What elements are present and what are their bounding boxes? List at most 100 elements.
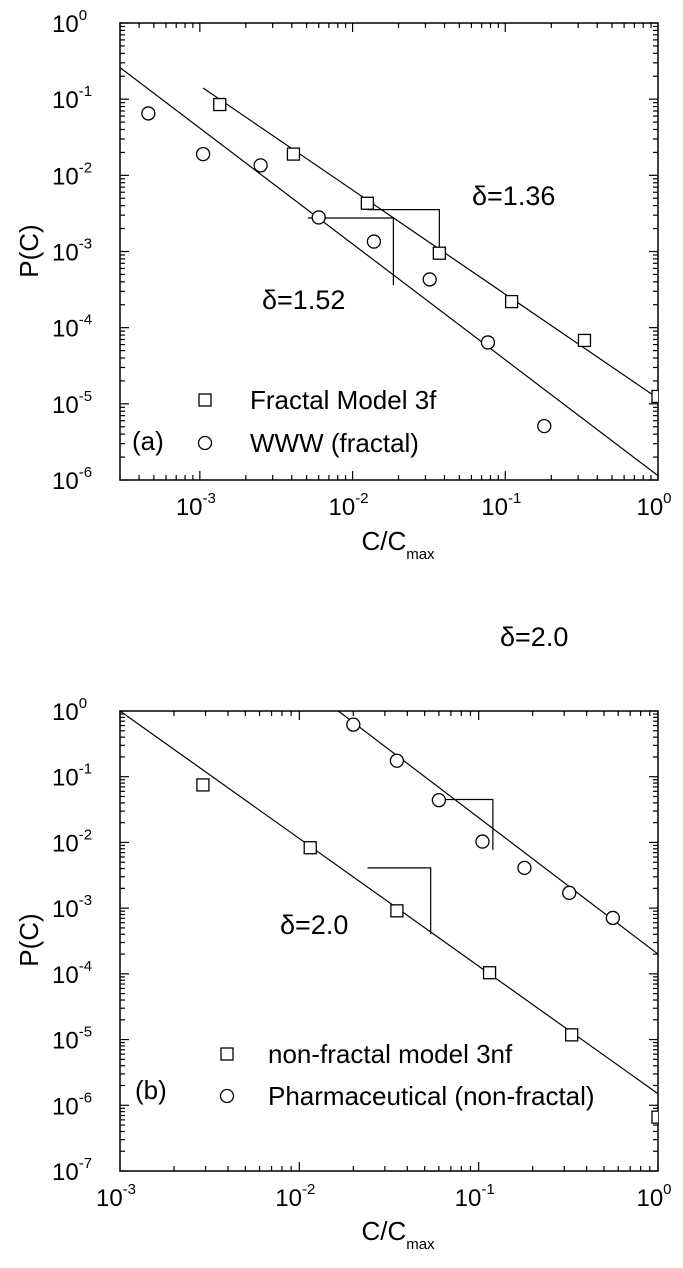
data-point-square [303,841,317,855]
x-axis-title: C/Cmax [361,1216,435,1253]
tick-marks [119,710,659,1172]
x-tick-base: 10 [329,494,356,521]
y-tick-label: 100 [52,7,87,38]
y-tick-label: 10-2 [52,159,92,190]
data-point-circle [475,834,490,849]
y-tick-exponent: -6 [79,1089,92,1106]
fit-line-1 [202,87,658,399]
legend-label: WWW (fractal) [250,428,419,458]
y-tick-exponent: -2 [79,159,92,176]
fit-line-2 [337,711,658,955]
y-tick-exponent: 0 [79,7,87,24]
x-tick-label: 10-1 [455,1181,495,1212]
y-tick-base: 10 [52,962,79,989]
series-1 [213,97,658,404]
data-point-square [504,294,519,309]
data-point-circle [141,106,156,121]
plot-area [120,711,658,1124]
legend-label: Pharmaceutical (non-fractal) [268,1081,595,1111]
data-point-circle [253,158,268,173]
x-axis-title-main: C/C [361,1216,406,1246]
y-tick-exponent: -5 [79,388,92,405]
data-point-square [432,246,446,260]
series-1 [196,778,658,1124]
x-tick-label: 10-3 [96,1181,136,1212]
data-point-circle [389,753,405,768]
y-tick-label: 10-3 [52,236,92,267]
y-tick-base: 10 [52,699,79,726]
data-point-square [286,147,301,161]
data-point-circle [195,146,211,162]
data-point-circle [537,418,552,434]
y-tick-base: 10 [52,1093,79,1120]
x-tick-label: 10-1 [481,490,521,521]
legend-label: non-fractal model 3nf [268,1039,513,1069]
panel-label: (a) [132,426,164,456]
y-tick-base: 10 [52,163,79,190]
data-point-circle [422,272,437,287]
chart-panel-1: 10-3 10-2 10-1 10010010-110-210-310-410-510… [14,7,672,563]
x-tick-exponent: -3 [203,490,216,507]
legend-marker-square [198,393,212,407]
data-point-square [196,778,210,792]
y-tick-base: 10 [52,1028,79,1055]
x-tick-label: 100 [636,490,671,521]
data-point-square [651,389,658,404]
data-point-square [390,904,404,918]
x-tick-base: 10 [176,494,203,521]
data-point-square [651,1110,658,1124]
series-2 [346,717,620,926]
legend-label: Fractal Model 3f [250,385,437,415]
legend-marker-square [220,1047,234,1061]
data-point-circle [431,792,447,808]
y-tick-exponent: -4 [79,958,92,975]
x-tick-base: 10 [481,494,508,521]
data-point-circle [605,910,620,926]
x-axis-title-subscript: max [406,546,435,563]
y-tick-exponent: -1 [79,83,92,100]
y-tick-label: 10-5 [52,388,92,419]
x-tick-base: 10 [96,1185,123,1212]
x-axis-title-main: C/C [361,526,406,556]
data-point-circle [562,885,577,900]
y-tick-base: 10 [52,240,79,267]
x-tick-exponent: -1 [481,1181,494,1198]
slope-bracket-2 [367,867,432,935]
y-tick-label: 10-6 [52,1089,92,1120]
y-tick-base: 10 [52,316,79,343]
y-tick-label: 10-4 [52,312,92,343]
slope-annotation: δ=2.0 [500,622,568,652]
tick-marks [119,22,659,481]
y-tick-exponent: -3 [79,892,92,909]
x-tick-label: 100 [636,1181,671,1212]
data-point-circle [346,717,361,732]
slope-bracket-1 [438,798,494,850]
y-tick-exponent: -3 [79,236,92,253]
y-axis-title: P(C) [14,224,44,277]
x-tick-exponent: -2 [302,1181,315,1198]
y-tick-exponent: -5 [79,1024,92,1041]
y-tick-base: 10 [52,11,79,38]
y-tick-label: 10-2 [52,826,92,857]
y-tick-base: 10 [52,830,79,857]
x-tick-label: 10-2 [275,1181,315,1212]
legend: non-fractal model 3nf Pharmaceutical (non… [219,1039,595,1111]
x-axis-title: C/Cmax [361,526,435,563]
y-axis-title: P(C) [14,913,44,966]
y-tick-label: 10-5 [52,1024,92,1055]
y-tick-base: 10 [52,765,79,792]
y-tick-label: 100 [52,695,87,726]
y-tick-base: 10 [52,392,79,419]
x-tick-label: 10-3 [176,490,216,521]
y-tick-base: 10 [52,468,79,495]
plot-frame [119,710,659,1172]
chart-panel-2: 10-3 10-2 10-1 10010010-110-210-310-410-510… [14,622,672,1253]
y-tick-base: 10 [52,1159,79,1186]
data-point-square [482,966,497,980]
panel-label: (b) [135,1075,167,1105]
plot-area [120,67,658,477]
x-tick-base: 10 [636,494,663,521]
legend: Fractal Model 3f WWW (fractal) [197,385,437,458]
y-tick-exponent: -7 [79,1155,92,1172]
